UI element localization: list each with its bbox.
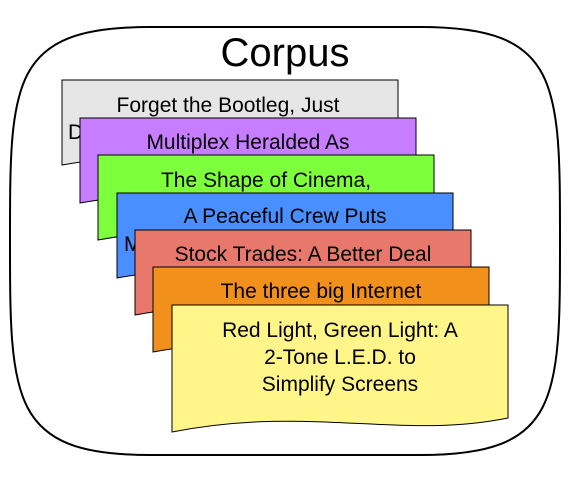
document-text-line: Red Light, Green Light: A [222,319,458,342]
svg-text:Multiplex Heralded As: Multiplex Heralded As [146,131,349,154]
corpus-title: Corpus [221,31,350,75]
document-text-line: D [68,121,83,144]
svg-text:Red Light, Green Light: A: Red Light, Green Light: A [222,319,458,342]
svg-text:Simplify Screens: Simplify Screens [262,373,418,396]
document-text-line: Forget the Bootleg, Just [117,94,340,117]
document-shape [171,304,509,433]
document-text-line: The Shape of Cinema, [161,169,371,192]
document-text-line: Simplify Screens [262,373,418,396]
document-text-line: The three big Internet [221,280,422,303]
document-text-line: Multiplex Heralded As [146,131,349,154]
svg-text:D: D [68,121,83,144]
svg-text:The Shape of Cinema,: The Shape of Cinema, [161,169,371,192]
document-text-line: A Peaceful Crew Puts [183,205,386,228]
svg-text:Forget the Bootleg, Just: Forget the Bootleg, Just [117,94,340,117]
svg-text:2-Tone L.E.D. to: 2-Tone L.E.D. to [264,346,416,369]
document-text-line: 2-Tone L.E.D. to [264,346,416,369]
document-text-line: Stock Trades: A Better Deal [175,243,432,266]
svg-text:The three big Internet: The three big Internet [221,280,422,303]
svg-text:A Peaceful Crew Puts: A Peaceful Crew Puts [183,205,386,228]
svg-text:Stock Trades: A Better Deal: Stock Trades: A Better Deal [175,243,432,266]
document-card-7: Red Light, Green Light: A 2-Tone L.E.D. … [171,304,509,433]
